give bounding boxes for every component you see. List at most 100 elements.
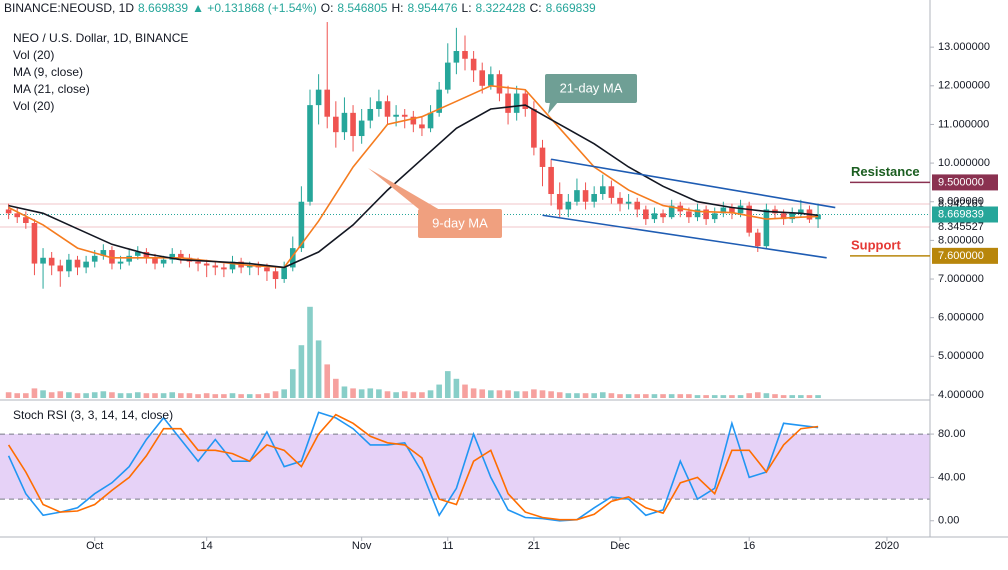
volume-bar — [453, 378, 460, 398]
stoch-line — [7, 413, 819, 521]
volume-bar — [117, 393, 124, 398]
volume-bar — [221, 394, 227, 398]
volume-bar — [203, 393, 210, 398]
y-tick-label: 9.000000 — [938, 196, 984, 208]
volume-bar — [324, 364, 331, 398]
volume-bar — [488, 390, 494, 398]
candle-body — [444, 62, 451, 90]
candle-body — [488, 74, 494, 86]
ohlc-value: 8.669839 — [545, 1, 596, 15]
volume-bar — [23, 393, 29, 398]
volume-bar — [720, 395, 727, 398]
volume-bar — [677, 394, 684, 398]
callout-text: 9-day MA — [432, 215, 488, 230]
candle-body — [625, 201, 632, 204]
volume-bar — [48, 392, 55, 398]
candle-body — [651, 213, 658, 220]
volume-bar — [806, 395, 813, 398]
header: BINANCE:NEOUSD, 1D 8.669839 ▲ +0.131868 … — [4, 1, 596, 15]
volume-bar — [307, 306, 313, 398]
volume-bar — [169, 392, 176, 398]
stoch-line — [7, 411, 819, 522]
candle-body — [470, 58, 477, 71]
indicator-label: MA (21, close) — [13, 82, 90, 96]
volume-bar — [212, 394, 219, 398]
ohlc-value: 8.322428 — [475, 1, 526, 15]
candle-body — [272, 271, 279, 280]
ohlc-label: O: — [320, 1, 334, 15]
x-tick-label: 2020 — [875, 540, 899, 552]
candle-body — [565, 201, 572, 210]
y-tick-label: 4.000000 — [938, 389, 984, 401]
volume-bar — [255, 394, 262, 398]
background — [0, 203, 930, 500]
callout-box — [545, 74, 637, 103]
candle-body — [358, 120, 365, 137]
volume-bar — [496, 390, 503, 398]
candle-body — [350, 112, 356, 137]
volume-bar — [178, 393, 184, 398]
candle-body — [152, 257, 158, 264]
ohlc-value: 8.954476 — [407, 1, 458, 15]
volume-bar — [350, 388, 356, 398]
candle-body — [711, 213, 718, 220]
volume-bar — [599, 392, 606, 398]
volume-bar — [143, 393, 150, 398]
candle-body — [401, 114, 408, 117]
candle-body — [367, 108, 374, 121]
candle-body — [298, 201, 305, 249]
candle-body — [789, 213, 796, 220]
candle-body — [427, 112, 434, 129]
callout-pointer — [548, 102, 558, 114]
volume-bar — [505, 390, 511, 398]
volume-bar — [40, 390, 46, 398]
candle-body — [126, 255, 132, 262]
moving-average — [8, 104, 819, 269]
volume-bar — [763, 393, 770, 398]
indicator-label: MA (9, close) — [13, 65, 83, 79]
candle-body — [315, 89, 322, 106]
candle-body — [169, 253, 176, 260]
candle-body — [229, 261, 236, 270]
y-tick-label: 80.00 — [938, 428, 966, 440]
candle-body — [436, 89, 442, 113]
candle-body — [522, 93, 529, 109]
last-price: 8.669839 — [138, 1, 189, 15]
candle-body — [384, 101, 391, 117]
candle-body — [109, 250, 115, 264]
level-name: Resistance — [851, 164, 920, 179]
candle-body — [341, 112, 348, 133]
volume-bar — [772, 394, 778, 398]
volume-bar — [427, 390, 434, 398]
x-tick-label: 21 — [528, 540, 540, 552]
candle-body — [634, 201, 641, 210]
callout-text: 21-day MA — [560, 80, 623, 95]
panel-title: Stoch RSI (3, 3, 14, 14, close) — [13, 408, 173, 422]
volume-bar — [401, 391, 408, 398]
candle-body — [307, 105, 313, 202]
indicator-label: Vol (20) — [13, 48, 54, 62]
candle-body — [608, 186, 615, 198]
candle-body — [160, 259, 167, 264]
indicator-label: Vol (20) — [13, 99, 54, 113]
volume-bar — [264, 393, 270, 398]
volume-bar — [419, 392, 425, 398]
level-tag — [932, 247, 998, 264]
candle-body — [178, 253, 184, 258]
volume-bar — [160, 393, 167, 398]
candle-body — [376, 101, 382, 109]
y-tick-label: 7.000000 — [938, 273, 984, 285]
candle-body — [203, 263, 210, 266]
volume-bar — [780, 395, 787, 398]
volume-bar — [531, 389, 537, 398]
candle-body — [599, 186, 606, 195]
channel-line — [550, 158, 836, 209]
volume-bar — [126, 393, 132, 398]
candle-body — [798, 209, 804, 214]
volume-bar — [100, 391, 107, 398]
volume-bar — [565, 393, 572, 398]
channel-line — [542, 214, 827, 259]
volume-bar — [513, 391, 520, 398]
